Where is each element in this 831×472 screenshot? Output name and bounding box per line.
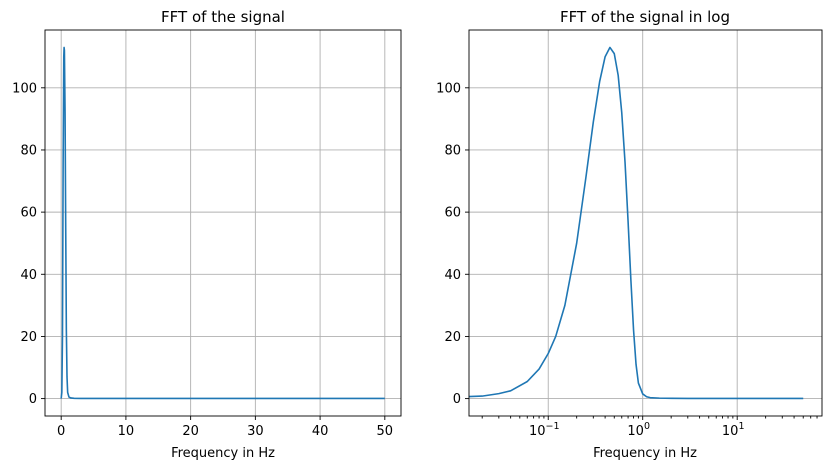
- chart-linear: 0 10 20 30 40 50 0 20 40 60 80 100 FFT of the sign…: [12, 8, 402, 461]
- chart-title: FFT of the signal in log: [560, 8, 730, 26]
- x-tick-label: 100: [627, 421, 650, 439]
- series-layer: [60, 46, 385, 400]
- y-tick-label: 100: [436, 81, 461, 96]
- series-line: [60, 46, 385, 400]
- x-tick-label: 10: [118, 424, 135, 439]
- series-line: [469, 46, 804, 400]
- x-tick-exponent: 0: [644, 421, 650, 432]
- chart-title: FFT of the signal: [161, 8, 285, 26]
- grid-lines: [45, 30, 401, 416]
- x-tick-label: 10−1: [529, 421, 560, 439]
- grid-lines: [469, 30, 822, 416]
- x-tick-label: 40: [312, 424, 329, 439]
- y-tick-label: 60: [20, 206, 37, 221]
- x-axis-label: Frequency in Hz: [171, 446, 275, 461]
- x-tick-label: 30: [247, 424, 264, 439]
- x-tick-label: 50: [377, 424, 394, 439]
- y-tick-label: 60: [444, 206, 461, 221]
- y-ticks: 0 20 40 60 80 100: [12, 81, 45, 407]
- series-layer: [469, 46, 804, 400]
- x-tick-label: 0: [57, 424, 65, 439]
- y-tick-label: 100: [12, 81, 37, 96]
- y-tick-label: 20: [444, 330, 461, 345]
- x-ticks: 10−1 100 101: [481, 416, 818, 439]
- x-ticks: 0 10 20 30 40 50: [57, 416, 393, 439]
- x-tick-label: 101: [722, 421, 745, 439]
- y-tick-label: 80: [20, 143, 37, 158]
- y-tick-label: 40: [444, 268, 461, 283]
- axes-frame: [44, 29, 402, 417]
- axes-frame: [468, 29, 823, 417]
- y-tick-label: 0: [453, 392, 461, 407]
- y-tick-label: 20: [20, 330, 37, 345]
- x-axis-label: Frequency in Hz: [593, 446, 697, 461]
- x-tick-label: 20: [182, 424, 199, 439]
- y-tick-label: 40: [20, 268, 37, 283]
- x-tick-exponent: 1: [738, 421, 744, 432]
- y-ticks: 0 20 40 60 80 100: [436, 81, 469, 407]
- y-tick-label: 0: [29, 392, 37, 407]
- x-tick-exponent: −1: [545, 421, 559, 432]
- y-tick-label: 80: [444, 143, 461, 158]
